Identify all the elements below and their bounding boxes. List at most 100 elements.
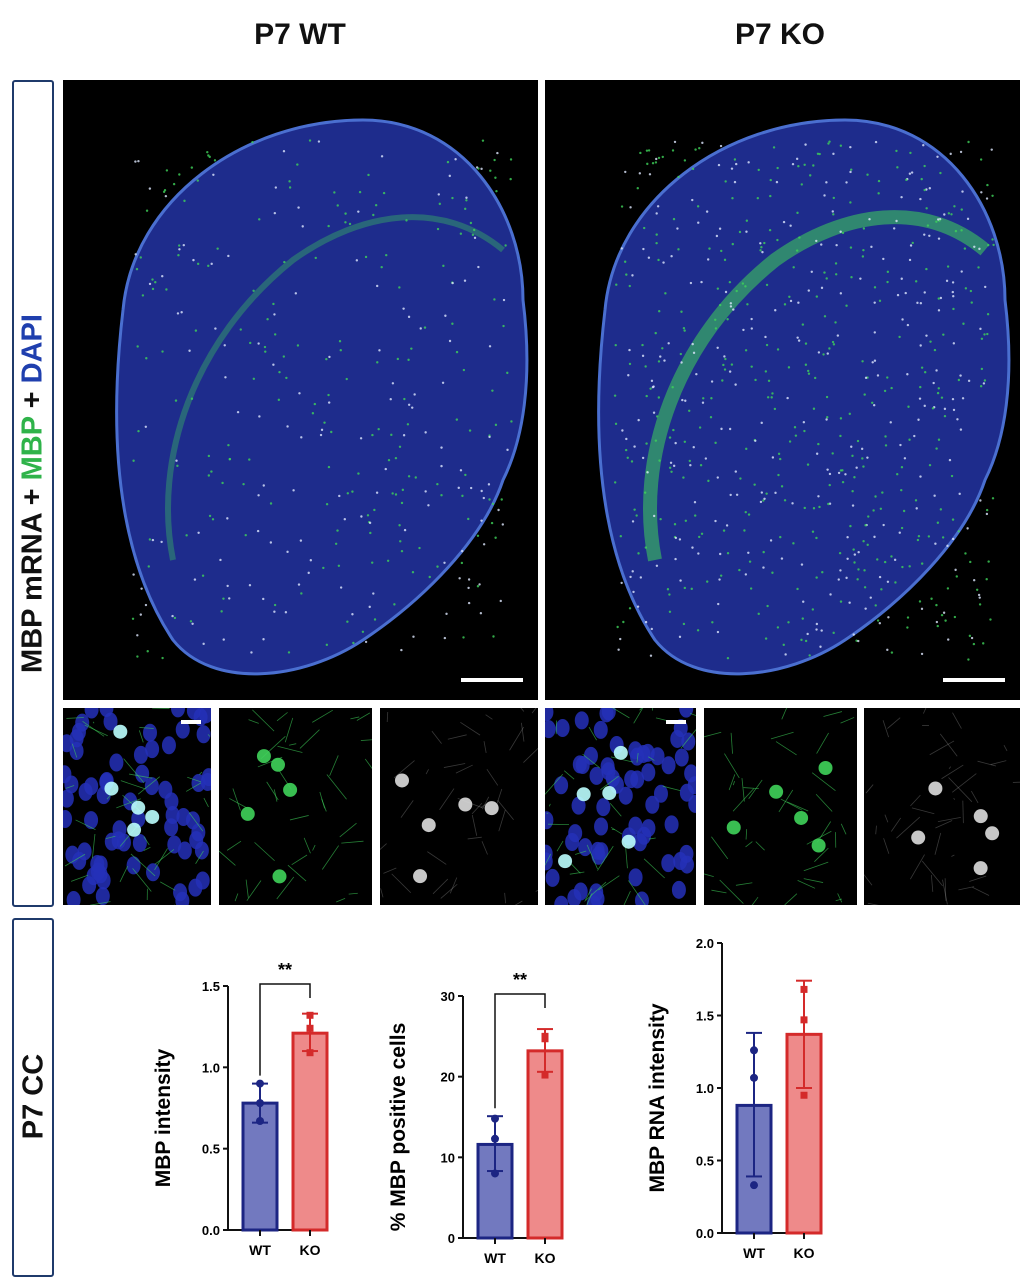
cell-dot <box>359 437 363 440</box>
cell-dot <box>698 147 701 150</box>
cell-dot <box>376 361 379 364</box>
cell-dot <box>445 612 448 616</box>
cell-dot <box>327 401 331 404</box>
data-point <box>256 1099 264 1108</box>
cell-dot <box>185 534 188 537</box>
cell-dot <box>815 628 818 631</box>
cell-dot <box>794 434 798 437</box>
cell-dot <box>941 536 945 539</box>
cell-dot <box>633 508 636 511</box>
cell-dot <box>895 149 898 153</box>
cell-dot <box>407 315 411 319</box>
cell-dot <box>991 238 994 241</box>
cell-body <box>127 822 142 837</box>
cell-dot <box>227 443 230 447</box>
cell-dot <box>831 452 834 455</box>
cell-dot <box>816 152 820 155</box>
cell-dot <box>837 471 841 475</box>
cell-dot <box>769 539 773 542</box>
cell-dot <box>850 275 853 279</box>
cell-body <box>794 810 809 825</box>
cell-dot <box>760 246 763 249</box>
scale-bar <box>461 678 523 682</box>
cell-dot <box>465 196 468 199</box>
cell-dot <box>949 152 952 156</box>
cell-dot <box>210 262 213 266</box>
cell-dot <box>845 304 848 307</box>
cell-dot <box>800 183 803 186</box>
cell-dot <box>716 346 719 349</box>
quantification-charts: 0.0 0.5 1.0 1.5 MBP intensity WT KO ** 0 10 20 30 % … <box>152 936 823 1266</box>
cell-dot <box>925 267 928 271</box>
nucleus <box>645 795 660 814</box>
process <box>775 741 797 756</box>
process <box>735 882 753 886</box>
cell-dot <box>733 180 737 184</box>
cell-dot <box>808 654 811 657</box>
cell-dot <box>480 167 483 171</box>
cell-dot <box>943 407 947 411</box>
cell-dot <box>798 236 801 239</box>
cell-dot <box>972 579 976 582</box>
process <box>92 833 96 859</box>
cell-dot <box>637 552 640 555</box>
process <box>105 835 116 840</box>
inset-green-wt <box>219 708 372 905</box>
cell-dot <box>841 469 844 472</box>
cell-dot <box>301 225 304 228</box>
cell-dot <box>863 393 866 396</box>
process <box>942 879 948 905</box>
cell-dot <box>845 181 848 184</box>
process <box>485 714 493 720</box>
cell-body <box>769 784 784 799</box>
process <box>120 780 146 790</box>
cell-dot <box>676 227 679 230</box>
cell-dot <box>273 610 276 613</box>
cell-dot <box>141 294 145 297</box>
cell-dot <box>861 360 864 363</box>
cell-dot <box>655 233 658 236</box>
cell-dot <box>780 485 784 488</box>
cell-dot <box>423 326 427 329</box>
process <box>356 712 371 721</box>
process <box>835 898 843 902</box>
cell-dot <box>807 372 811 375</box>
cell-dot <box>346 492 350 495</box>
cell-dot <box>869 596 872 599</box>
cell-dot <box>682 326 686 330</box>
cell-dot <box>467 578 471 581</box>
process <box>953 797 956 800</box>
cell-dot <box>872 509 875 512</box>
process <box>545 773 564 795</box>
nucleus <box>161 736 176 755</box>
cell-dot <box>807 369 810 373</box>
cell-dot <box>652 514 656 518</box>
cell-dot <box>500 498 503 501</box>
cell-dot <box>836 334 840 337</box>
cell-dot <box>134 160 137 163</box>
cell-dot <box>801 617 804 620</box>
cell-dot <box>165 288 168 291</box>
cell-dot <box>488 345 492 348</box>
cell-dot <box>920 607 924 611</box>
cell-dot <box>257 342 260 345</box>
x-tick-label: KO <box>794 1245 815 1261</box>
cell-dot <box>883 560 887 564</box>
cell-dot <box>923 291 926 294</box>
cell-dot <box>718 552 722 556</box>
process <box>245 879 249 898</box>
cell-dot <box>757 168 760 172</box>
process <box>909 854 925 880</box>
nucleus <box>571 796 586 815</box>
cell-dot <box>828 140 831 143</box>
cell-dot <box>723 258 727 262</box>
y-tick-label: 0 <box>448 1231 455 1246</box>
cell-dot <box>250 651 253 654</box>
cell-dot <box>274 186 278 189</box>
bar-ko <box>291 1031 329 1232</box>
cell-dot <box>763 497 766 500</box>
cell-dot <box>944 619 947 622</box>
cell-dot <box>145 357 148 360</box>
cell-dot <box>475 166 479 169</box>
cell-dot <box>693 514 697 517</box>
